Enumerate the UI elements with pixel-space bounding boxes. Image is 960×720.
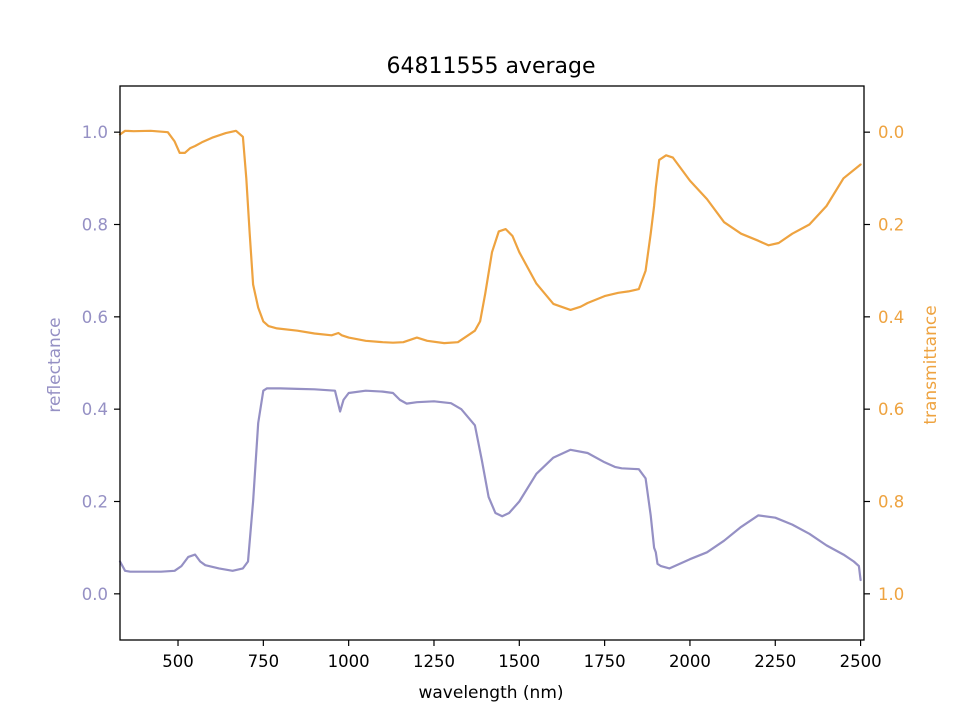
x-tick-label: 1750 xyxy=(584,652,626,671)
y-right-tick-label: 0.2 xyxy=(878,216,904,235)
y-left-tick-label: 0.6 xyxy=(82,308,108,327)
plot-frame xyxy=(119,85,865,641)
y-right-tick-label: 0.6 xyxy=(878,400,904,419)
x-tick-label: 1000 xyxy=(328,652,370,671)
y-right-tick-label: 1.0 xyxy=(878,585,904,604)
x-tick-label: 750 xyxy=(248,652,280,671)
x-tick-label: 500 xyxy=(162,652,194,671)
y-left-tick-label: 1.0 xyxy=(82,123,108,142)
y-left-tick-label: 0.8 xyxy=(82,216,108,235)
y-left-tick-label: 0.0 xyxy=(82,585,108,604)
y-left-tick-label: 0.4 xyxy=(82,400,108,419)
x-tick-label: 2250 xyxy=(754,652,796,671)
x-tick-label: 2500 xyxy=(840,652,882,671)
x-tick-label: 2000 xyxy=(669,652,711,671)
chart-title: 64811555 average xyxy=(386,54,595,79)
x-axis-label: wavelength (nm) xyxy=(418,683,563,703)
y-axis-transmittance: 0.0 0.2 0.4 0.6 0.8 1.0 xyxy=(864,123,904,604)
plot-area xyxy=(118,129,862,582)
y-axis-reflectance: 0.0 0.2 0.4 0.6 0.8 1.0 xyxy=(82,123,120,604)
series-line-reflectance xyxy=(118,387,862,582)
y-axis-label-transmittance: transmittance xyxy=(921,305,941,424)
y-axis-label-reflectance: reflectance xyxy=(45,317,65,412)
series-line-transmittance xyxy=(118,129,862,345)
y-right-tick-label: 0.8 xyxy=(878,493,904,512)
x-axis: 500 750 1000 1250 1500 1750 2000 2250 2500 xyxy=(162,640,882,671)
y-left-tick-label: 0.2 xyxy=(82,493,108,512)
y-right-tick-label: 0.4 xyxy=(878,308,904,327)
x-tick-label: 1250 xyxy=(413,652,455,671)
x-tick-label: 1500 xyxy=(498,652,540,671)
y-right-tick-label: 0.0 xyxy=(878,123,904,142)
